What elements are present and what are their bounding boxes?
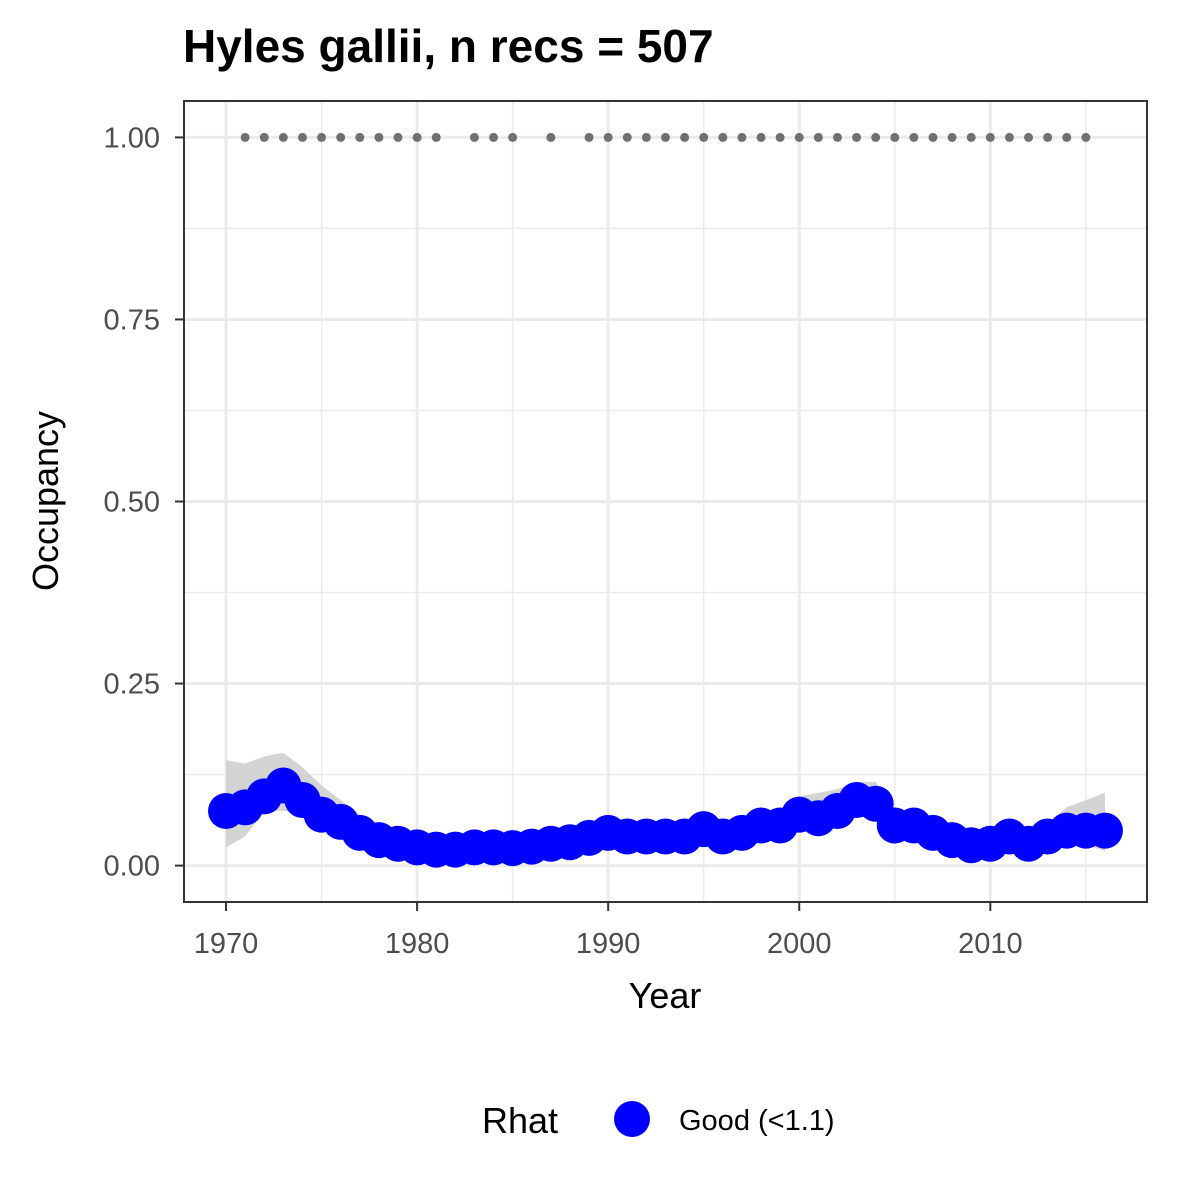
record-year-point — [718, 132, 728, 142]
record-year-point — [412, 132, 422, 142]
y-tick-label: 0.00 — [104, 851, 160, 883]
record-year-point — [584, 132, 594, 142]
y-tick-label: 1.00 — [104, 122, 160, 154]
legend: Rhat Good (<1.1) — [482, 1100, 835, 1141]
record-year-point — [469, 132, 479, 142]
record-year-point — [336, 132, 346, 142]
record-year-point — [775, 132, 785, 142]
record-year-point — [603, 132, 613, 142]
record-year-point — [546, 132, 556, 142]
x-tick-label: 2010 — [958, 928, 1023, 960]
legend-label-good: Good (<1.1) — [679, 1105, 835, 1137]
record-year-point — [794, 132, 804, 142]
record-year-point — [240, 132, 250, 142]
chart-title: Hyles gallii, n recs = 507 — [183, 20, 714, 72]
record-year-point — [756, 132, 766, 142]
record-year-point — [832, 132, 842, 142]
x-tick-label: 1980 — [385, 928, 450, 960]
legend-title: Rhat — [482, 1100, 558, 1141]
record-year-point — [278, 132, 288, 142]
y-axis-title: Occupancy — [25, 411, 66, 591]
legend-key-good — [614, 1101, 650, 1137]
record-year-point — [661, 132, 670, 142]
record-year-point — [259, 132, 269, 142]
record-year-point — [1024, 132, 1034, 142]
record-year-point — [622, 132, 632, 142]
record-year-point — [1062, 132, 1072, 142]
record-year-point — [1081, 132, 1091, 142]
record-year-point — [737, 132, 747, 142]
record-year-point — [508, 132, 518, 142]
record-year-point — [680, 132, 690, 142]
occupancy-point — [1086, 812, 1123, 849]
record-year-point — [297, 132, 307, 142]
y-tick-label: 0.25 — [104, 669, 160, 701]
record-year-point — [947, 132, 957, 142]
record-year-point — [1004, 132, 1014, 142]
record-year-point — [871, 132, 881, 142]
x-tick-label: 1970 — [194, 928, 259, 960]
record-year-point — [909, 132, 919, 142]
axes: 1970 1980 1990 2000 2010 0.00 0.25 0.50 0.75 1.00 — [104, 122, 1023, 960]
record-year-point — [374, 132, 384, 142]
record-year-point — [393, 132, 403, 142]
record-year-point — [1043, 132, 1053, 142]
record-year-point — [355, 132, 365, 142]
record-year-point — [813, 132, 823, 142]
record-years-layer — [240, 132, 1091, 142]
record-year-point — [985, 132, 995, 142]
y-tick-label: 0.50 — [104, 487, 160, 519]
record-year-point — [641, 132, 651, 142]
record-year-point — [699, 132, 709, 142]
record-year-point — [928, 132, 938, 142]
x-tick-label: 1990 — [576, 928, 641, 960]
record-year-point — [431, 132, 441, 142]
record-year-point — [317, 132, 327, 142]
record-year-point — [852, 132, 862, 142]
occupancy-points-layer — [208, 767, 1123, 868]
record-year-point — [966, 132, 976, 142]
y-tick-label: 0.75 — [104, 304, 160, 336]
x-axis-title: Year — [629, 975, 702, 1016]
x-tick-label: 2000 — [767, 928, 832, 960]
record-year-point — [890, 132, 900, 142]
record-year-point — [489, 132, 499, 142]
